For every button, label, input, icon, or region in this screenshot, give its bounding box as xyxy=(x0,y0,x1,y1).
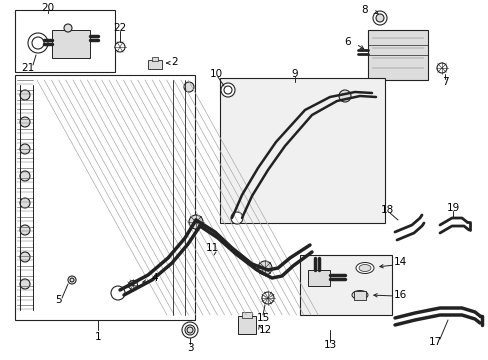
Ellipse shape xyxy=(355,262,373,274)
Text: 7: 7 xyxy=(441,77,447,87)
Text: 8: 8 xyxy=(361,5,367,15)
Text: 2: 2 xyxy=(171,57,178,67)
Circle shape xyxy=(182,322,198,338)
Circle shape xyxy=(20,171,30,181)
Bar xyxy=(307,270,329,286)
Text: 20: 20 xyxy=(41,3,55,13)
Circle shape xyxy=(189,215,203,229)
Circle shape xyxy=(20,198,30,208)
Circle shape xyxy=(70,278,74,282)
Text: 4: 4 xyxy=(151,273,158,283)
Bar xyxy=(15,10,115,72)
Circle shape xyxy=(375,14,383,22)
Circle shape xyxy=(32,37,44,49)
Text: 3: 3 xyxy=(186,343,193,353)
Circle shape xyxy=(338,90,350,102)
Circle shape xyxy=(224,86,231,94)
Bar xyxy=(15,75,195,320)
Circle shape xyxy=(28,33,48,53)
Text: 19: 19 xyxy=(446,203,459,213)
Text: 12: 12 xyxy=(258,325,271,335)
Text: 10: 10 xyxy=(209,69,222,79)
Circle shape xyxy=(20,252,30,262)
Ellipse shape xyxy=(351,291,367,300)
Text: 5: 5 xyxy=(55,295,61,305)
Circle shape xyxy=(436,63,446,73)
Text: 14: 14 xyxy=(392,257,406,267)
Circle shape xyxy=(20,117,30,127)
Bar xyxy=(367,30,427,80)
Bar xyxy=(242,312,251,318)
Text: 17: 17 xyxy=(427,337,441,347)
Circle shape xyxy=(183,82,194,92)
Text: 9: 9 xyxy=(291,69,298,79)
Circle shape xyxy=(68,276,76,284)
Circle shape xyxy=(115,42,125,52)
Text: 11: 11 xyxy=(205,243,218,253)
Text: 21: 21 xyxy=(21,63,35,73)
Text: 22: 22 xyxy=(113,23,126,33)
Bar xyxy=(148,60,162,69)
Circle shape xyxy=(258,261,271,275)
Circle shape xyxy=(111,286,125,300)
Text: 13: 13 xyxy=(323,340,336,350)
Circle shape xyxy=(230,212,243,224)
Circle shape xyxy=(221,83,235,97)
Circle shape xyxy=(20,144,30,154)
Text: 15: 15 xyxy=(256,313,269,323)
Circle shape xyxy=(20,225,30,235)
Circle shape xyxy=(20,279,30,289)
Circle shape xyxy=(64,24,72,32)
Circle shape xyxy=(262,292,273,304)
Bar xyxy=(238,316,256,334)
Bar xyxy=(52,30,90,58)
Text: 1: 1 xyxy=(95,332,101,342)
Bar xyxy=(299,255,391,315)
Text: 16: 16 xyxy=(392,290,406,300)
Circle shape xyxy=(372,11,386,25)
Ellipse shape xyxy=(358,265,370,271)
Bar xyxy=(152,57,158,61)
Circle shape xyxy=(128,280,137,289)
Circle shape xyxy=(20,90,30,100)
Circle shape xyxy=(186,327,193,333)
Circle shape xyxy=(184,325,195,335)
Bar xyxy=(353,291,365,300)
Text: 18: 18 xyxy=(380,205,393,215)
Bar xyxy=(220,78,384,223)
Text: 6: 6 xyxy=(344,37,350,47)
